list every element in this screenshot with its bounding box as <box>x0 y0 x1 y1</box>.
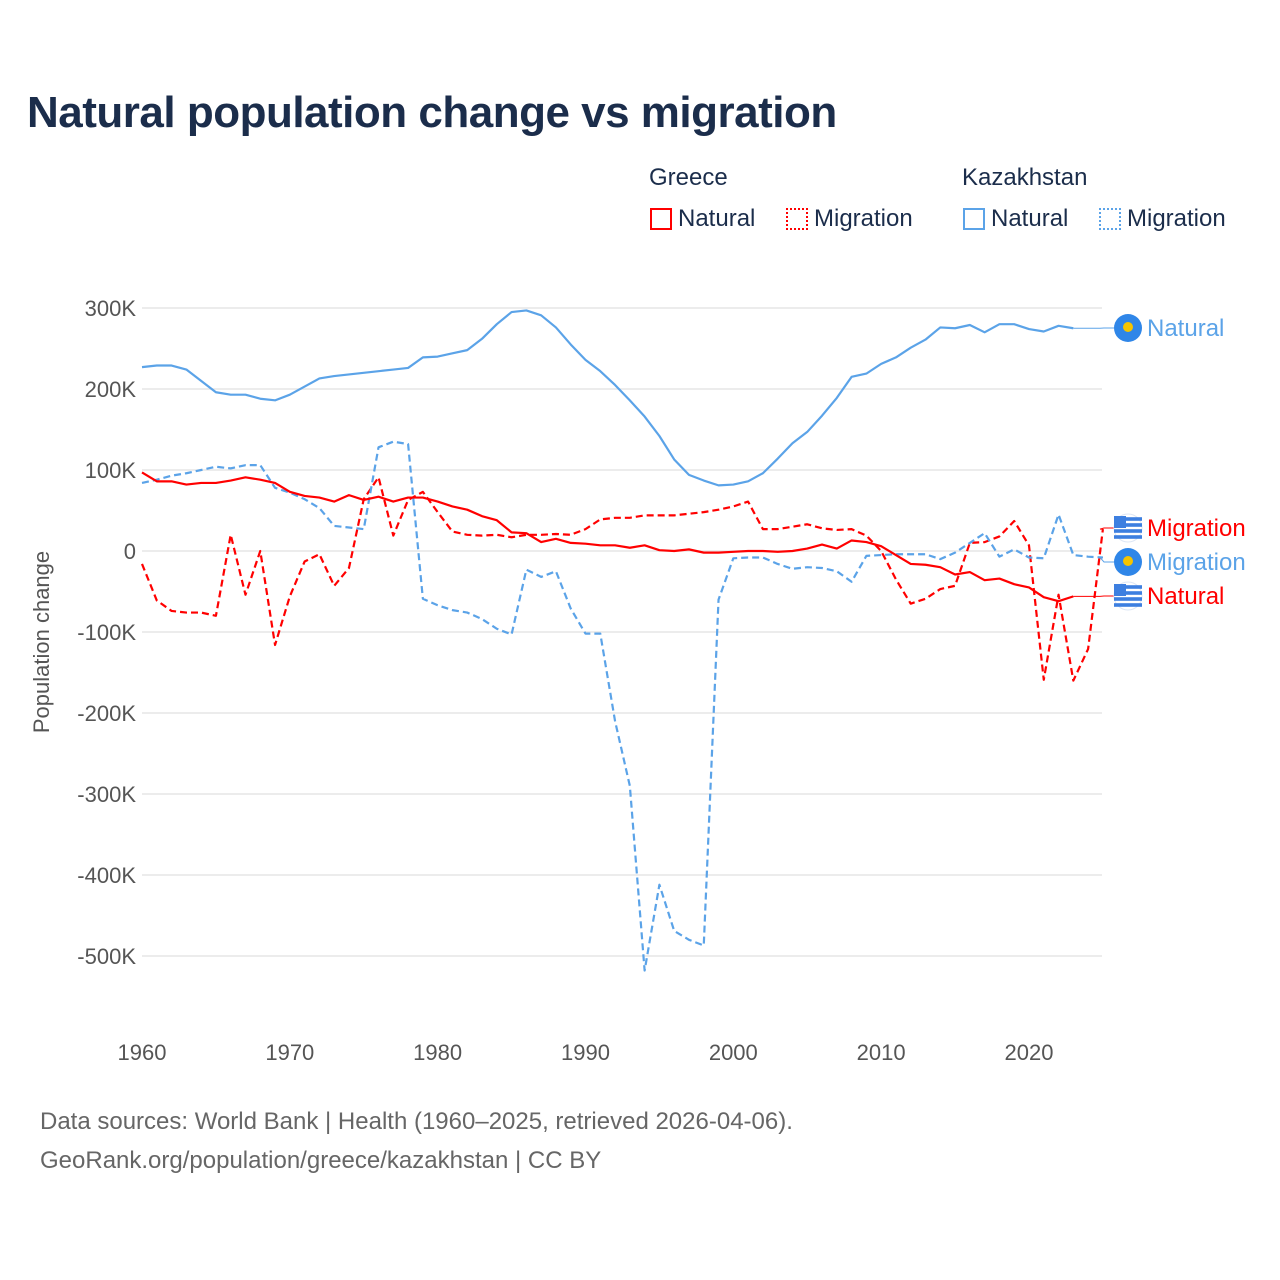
end-label: Migration <box>1147 549 1246 576</box>
legend-swatch-dotted <box>786 208 808 230</box>
y-tick-label: 100K <box>85 458 137 483</box>
end-label: Natural <box>1147 315 1224 342</box>
legend-kazakhstan-natural[interactable]: Natural <box>963 205 1068 233</box>
legend-greece-migration[interactable]: Migration <box>786 205 913 233</box>
greece-flag-icon <box>1113 513 1143 543</box>
x-tick-label: 1980 <box>413 1040 462 1065</box>
legend-swatch-solid <box>650 208 672 230</box>
kazakhstan-flag-icon <box>1114 548 1142 576</box>
y-tick-label: -400K <box>77 863 136 888</box>
y-tick-label: 300K <box>85 296 137 321</box>
footer-attribution[interactable]: GeoRank.org/population/greece/kazakhstan… <box>40 1147 602 1174</box>
legend-label: Migration <box>1127 205 1226 232</box>
legend-greece-natural[interactable]: Natural <box>650 205 755 233</box>
chart-title: Natural population change vs migration <box>27 88 837 137</box>
y-tick-label: -500K <box>77 944 136 969</box>
y-tick-label: -300K <box>77 782 136 807</box>
leader-line <box>1099 527 1114 530</box>
legend-group-kazakhstan: Kazakhstan <box>962 164 1088 191</box>
legend-label: Natural <box>991 205 1069 232</box>
series-line-greece-migration <box>140 476 1104 682</box>
series-line-greece-natural <box>141 471 1074 603</box>
legend-group-greece: Greece <box>649 164 728 191</box>
legend-swatch-dotted <box>1099 208 1121 230</box>
y-tick-label: 200K <box>85 377 137 402</box>
x-tick-label: 2020 <box>1005 1040 1054 1065</box>
legend-swatch-solid <box>963 208 985 230</box>
legend-label: Migration <box>814 205 913 232</box>
end-label: Natural <box>1147 583 1224 610</box>
kazakhstan-flag-icon <box>1114 314 1142 342</box>
y-tick-label: -100K <box>77 620 136 645</box>
x-tick-label: 2010 <box>857 1040 906 1065</box>
greece-flag-icon <box>1113 581 1143 611</box>
y-tick-label: -200K <box>77 701 136 726</box>
x-tick-label: 1970 <box>265 1040 314 1065</box>
x-tick-label: 1990 <box>561 1040 610 1065</box>
x-tick-label: 2000 <box>709 1040 758 1065</box>
legend-kazakhstan-migration[interactable]: Migration <box>1099 205 1226 233</box>
y-tick-label: 0 <box>124 539 136 564</box>
x-tick-label: 1960 <box>118 1040 167 1065</box>
footer-sources: Data sources: World Bank | Health (1960–… <box>40 1108 793 1135</box>
series-line-kazakhstan-migration <box>141 440 1103 972</box>
legend-label: Natural <box>678 205 756 232</box>
end-label: Migration <box>1147 515 1246 542</box>
series-line-kazakhstan-natural <box>141 309 1074 487</box>
leader-line <box>1098 556 1114 563</box>
